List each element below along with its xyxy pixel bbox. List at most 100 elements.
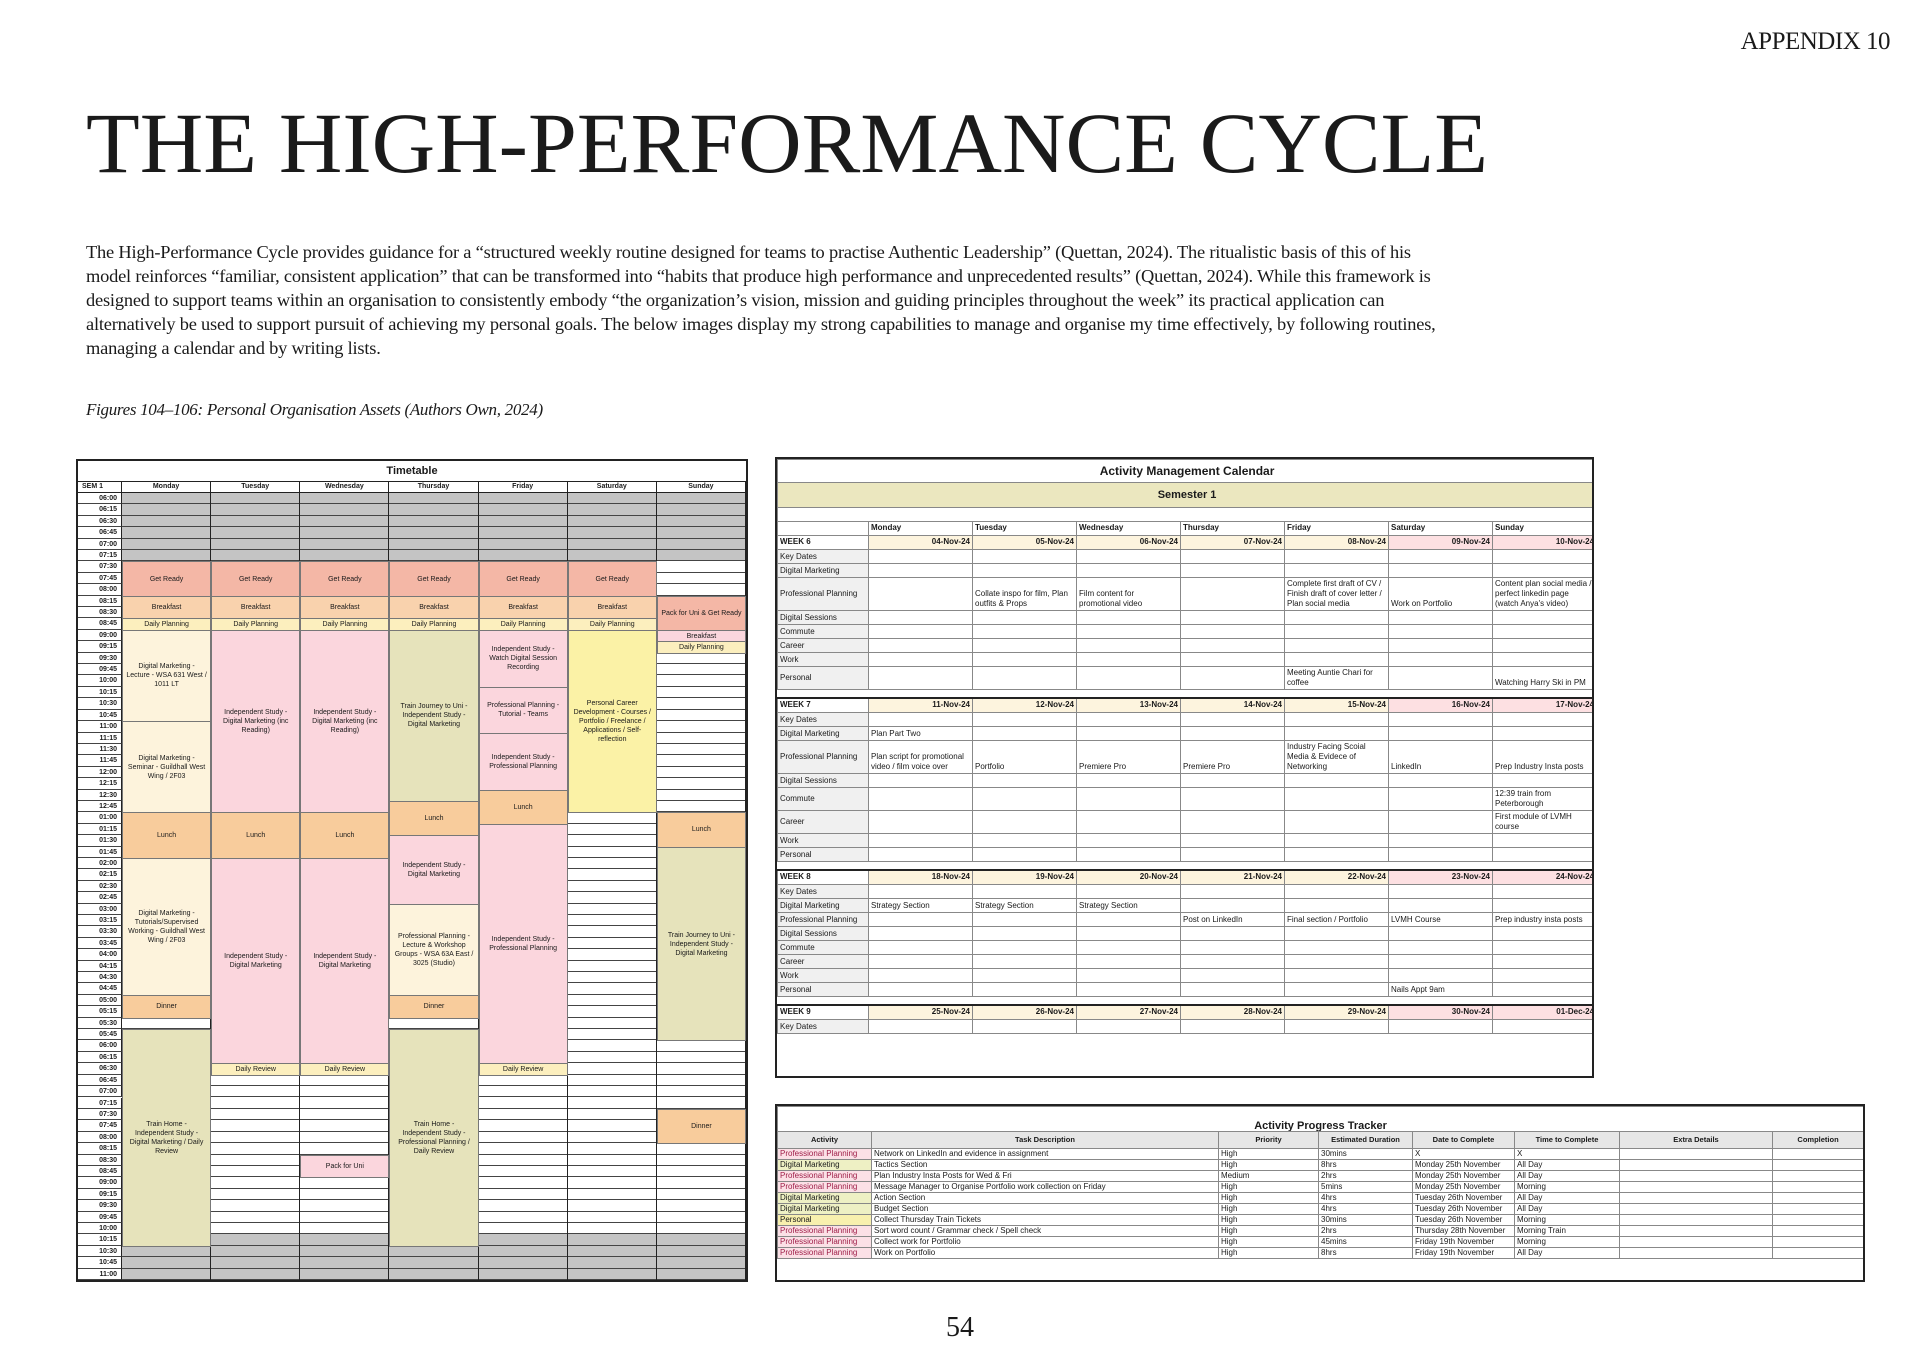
calendar-cell: Premiere Pro — [1076, 740, 1181, 774]
time-block: Independent Study - Watch Digital Sessio… — [478, 629, 568, 688]
time-block: Pack for Uni — [300, 1154, 390, 1179]
row-label: Work — [777, 833, 869, 848]
calendar-cell — [1284, 940, 1389, 955]
tracker-cell: Budget Section — [871, 1203, 1219, 1215]
day-header: Friday — [1284, 521, 1389, 536]
calendar-cell — [972, 773, 1077, 788]
tracker-cell: High — [1218, 1247, 1319, 1259]
row-label: Digital Marketing — [777, 898, 869, 913]
calendar-cell — [1076, 712, 1181, 727]
calendar-cell — [1491, 954, 1592, 969]
activity-row: Digital Sessions — [777, 610, 1592, 625]
calendar-cell — [1388, 563, 1493, 578]
time-row — [122, 1257, 746, 1269]
tracker-cell: Plan Industry Insta Posts for Wed & Fri — [871, 1170, 1219, 1182]
week-date: 06-Nov-24 — [1076, 535, 1181, 550]
time-block: Dinner — [656, 1108, 746, 1145]
calendar-cell: LinkedIn — [1388, 740, 1493, 774]
tracker-header: Completion — [1771, 1131, 1863, 1149]
calendar-cell — [868, 787, 973, 811]
calendar-cell — [1388, 940, 1493, 955]
week-date: 04-Nov-24 — [868, 535, 973, 550]
week-date: 30-Nov-24 — [1388, 1004, 1493, 1020]
calendar-cell — [972, 912, 1077, 927]
tracker-cell: Action Section — [871, 1192, 1219, 1204]
tracker-cell: 4hrs — [1318, 1203, 1413, 1215]
tracker-cell — [1619, 1203, 1773, 1215]
time-block: Breakfast — [211, 595, 301, 620]
tracker-cell: Monday 25th November — [1412, 1159, 1515, 1171]
calendar-cell — [1284, 563, 1389, 578]
day-header: Saturday — [1388, 521, 1493, 536]
calendar-cell: Premiere Pro — [1180, 740, 1285, 774]
time-label: 08:30 — [78, 1154, 122, 1166]
calendar-cell — [972, 1019, 1077, 1034]
time-block: Lunch — [389, 800, 479, 837]
tracker-cell — [1619, 1247, 1773, 1259]
time-label: 10:00 — [78, 1222, 122, 1235]
tracker-cell: Monday 25th November — [1412, 1181, 1515, 1193]
calendar-cell — [1180, 638, 1285, 653]
time-block: Daily Planning — [656, 641, 746, 654]
tracker-cell — [1619, 1181, 1773, 1193]
activity-row: Personal Meeting Auntie Chari for coffee W… — [777, 666, 1592, 690]
row-label: Professional Planning — [777, 740, 869, 774]
calendar-cell — [1180, 624, 1285, 639]
time-label: 10:15 — [78, 1234, 122, 1246]
tracker-cell — [1619, 1148, 1773, 1160]
row-label: Digital Sessions — [777, 610, 869, 625]
tracker-cell — [1771, 1214, 1863, 1226]
day-header: Monday — [122, 482, 212, 493]
time-label: 10:45 — [78, 1257, 122, 1269]
time-label: 01:15 — [78, 823, 122, 836]
calendar-cell — [1284, 968, 1389, 983]
time-block: Digital Marketing - Seminar - Guildhall … — [122, 721, 212, 814]
time-label: 09:45 — [78, 664, 122, 676]
calendar-cell — [1491, 549, 1592, 564]
semester-row: Semester 1 — [777, 482, 1592, 508]
calendar-cell — [1388, 652, 1493, 667]
calendar-cell — [1284, 926, 1389, 941]
row-label: Digital Marketing — [777, 726, 869, 741]
progress-tracker: Activity Progress Tracker Activity Task De… — [775, 1104, 1865, 1282]
time-block: Lunch — [478, 789, 568, 825]
day-header: Thursday — [389, 482, 479, 493]
time-block: Digital Marketing - Tutorials/Supervised… — [122, 857, 212, 996]
tracker-cell — [1619, 1225, 1773, 1237]
calendar-cell: Strategy Section — [1076, 898, 1181, 913]
calendar-cell — [868, 847, 973, 862]
tracker-cell: All Day — [1514, 1170, 1620, 1182]
calendar-cell: Complete first draft of CV / Finish draf… — [1284, 577, 1389, 611]
calendar-cell: Plan Part Two — [868, 726, 973, 741]
time-block: Daily Review — [211, 1063, 301, 1076]
calendar-cell — [868, 624, 973, 639]
tracker-cell: Morning — [1514, 1181, 1620, 1193]
row-label: Professional Planning — [777, 912, 869, 927]
calendar-cell — [1491, 968, 1592, 983]
calendar-cell — [1076, 666, 1181, 690]
time-block: Breakfast — [478, 595, 568, 620]
calendar-cell — [1180, 833, 1285, 848]
row-label: Commute — [777, 624, 869, 639]
week-date: 08-Nov-24 — [1284, 535, 1389, 550]
time-label: 10:30 — [78, 1245, 122, 1258]
row-label: Commute — [777, 940, 869, 955]
tracker-cell: 8hrs — [1318, 1159, 1413, 1171]
time-block: Independent Study - Digital Marketing (i… — [300, 629, 390, 814]
time-block: Train Journey to Uni - Independent Study… — [656, 846, 746, 1042]
calendar-cell — [972, 563, 1077, 578]
title-row: Activity Management Calendar — [777, 459, 1592, 483]
time-label: 06:30 — [78, 515, 122, 528]
page-number: 54 — [946, 1312, 974, 1343]
tracker-header: Date to Complete — [1412, 1131, 1515, 1149]
week-label: WEEK 7 — [777, 697, 869, 713]
calendar-cell — [1491, 652, 1592, 667]
tracker-cell: 45mins — [1318, 1236, 1413, 1248]
appendix-label: APPENDIX 10 — [1740, 28, 1891, 55]
time-label: 09:45 — [78, 1211, 122, 1223]
time-label: 03:15 — [78, 915, 122, 927]
time-block: Daily Review — [478, 1063, 568, 1076]
tracker-cell: Personal — [777, 1214, 872, 1226]
tracker-header: Extra Details — [1619, 1131, 1773, 1149]
tracker-cell: Friday 19th November — [1412, 1236, 1515, 1248]
